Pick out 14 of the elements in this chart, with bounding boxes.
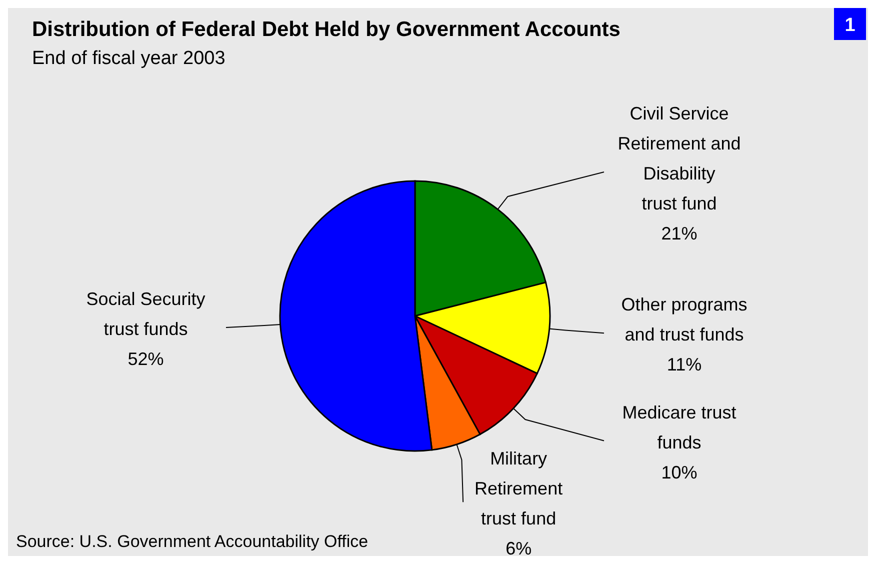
slice-label: Civil Service Retirement and Disability trust fund bbox=[618, 103, 741, 214]
slice-label: Military Retirement trust fund bbox=[474, 448, 563, 529]
slice-label: Medicare trust funds bbox=[622, 402, 736, 452]
chart-title: Distribution of Federal Debt Held by Government Accounts bbox=[32, 18, 620, 41]
slice-label: Social Security trust funds bbox=[86, 288, 206, 339]
source-note: Source: U.S. Government Accountability Office bbox=[16, 532, 368, 551]
data-label: 52% bbox=[128, 348, 164, 369]
data-label: 6% bbox=[506, 538, 532, 559]
data-label: 21% bbox=[661, 223, 698, 244]
chart-subtitle: End of fiscal year 2003 bbox=[32, 48, 226, 69]
slice-label: Other programs and trust funds bbox=[621, 294, 748, 345]
data-label: 10% bbox=[661, 462, 698, 482]
number-badge: 1 bbox=[834, 8, 866, 40]
data-label: 11% bbox=[666, 354, 702, 375]
